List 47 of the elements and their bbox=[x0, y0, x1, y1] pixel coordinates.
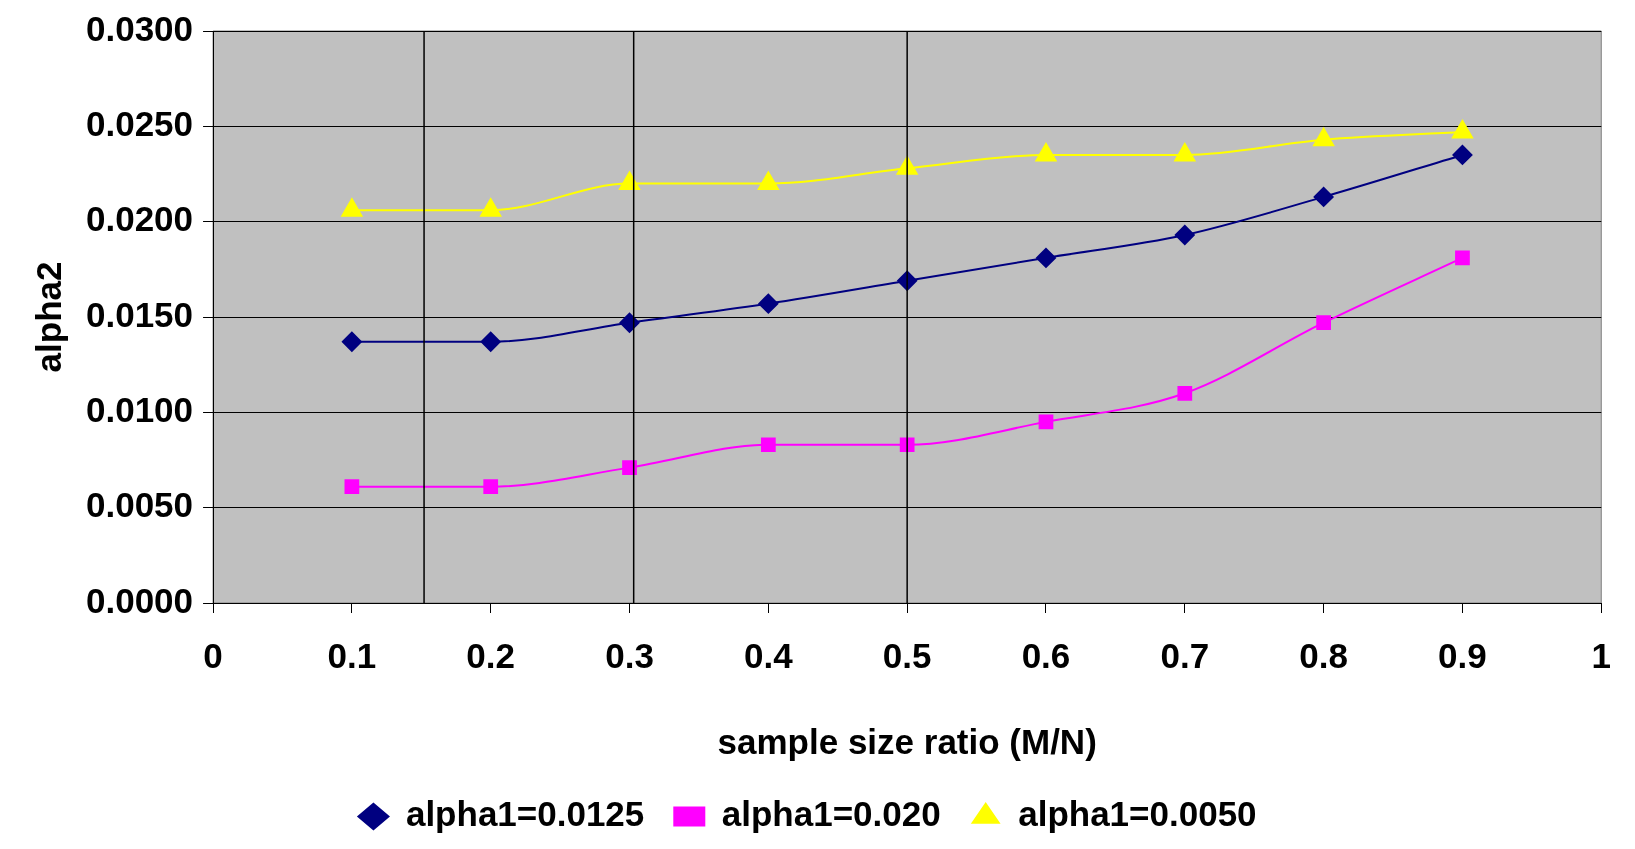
x-tick-label: 0.7 bbox=[1160, 635, 1210, 675]
point bbox=[480, 198, 502, 217]
y-tick-label: 0.0050 bbox=[85, 485, 194, 525]
point bbox=[760, 437, 776, 453]
x-tick-label: 0 bbox=[203, 635, 223, 675]
point bbox=[341, 331, 362, 352]
point bbox=[622, 460, 637, 475]
point bbox=[344, 479, 360, 495]
y-tick-label: 0.0300 bbox=[85, 8, 194, 48]
legend-label: alpha1=0.0125 bbox=[405, 794, 645, 834]
x-tick-label: 0.8 bbox=[1299, 635, 1348, 675]
x-tick-label: 0.9 bbox=[1438, 635, 1487, 675]
point bbox=[1451, 120, 1473, 139]
x-tick-label: 0.4 bbox=[744, 635, 794, 675]
y-tick-label: 0.0000 bbox=[85, 580, 194, 620]
y-axis-title: alpha2 bbox=[28, 261, 68, 373]
point bbox=[1035, 142, 1057, 162]
y-tick-label: 0.0250 bbox=[85, 103, 194, 143]
x-tick-label: 0.5 bbox=[882, 635, 932, 675]
point bbox=[1035, 247, 1056, 268]
x-tick-label: 1 bbox=[1591, 635, 1611, 675]
x-tick-label: 0.1 bbox=[327, 635, 377, 675]
x-tick-label: 0.6 bbox=[1021, 635, 1071, 675]
y-tick-label: 0.0100 bbox=[85, 389, 194, 429]
point bbox=[1174, 225, 1195, 246]
point bbox=[483, 479, 499, 495]
point bbox=[1313, 127, 1335, 147]
y-tick-label: 0.0200 bbox=[85, 199, 194, 239]
point bbox=[618, 171, 641, 191]
point bbox=[1174, 142, 1196, 162]
point bbox=[619, 312, 640, 333]
x-tick-label: 0.2 bbox=[466, 635, 516, 675]
point bbox=[758, 293, 779, 314]
point bbox=[1177, 385, 1193, 401]
x-axis-title: sample size ratio (M/N) bbox=[717, 721, 1097, 761]
point bbox=[1452, 144, 1473, 165]
point bbox=[1316, 315, 1331, 331]
point bbox=[1455, 250, 1470, 266]
point bbox=[757, 171, 779, 191]
x-tick-label: 0.3 bbox=[605, 635, 654, 675]
legend-label: alpha1=0.0050 bbox=[1018, 794, 1257, 834]
legend-label: alpha1=0.020 bbox=[721, 794, 941, 834]
point bbox=[480, 331, 501, 352]
point bbox=[1038, 414, 1054, 430]
y-tick-label: 0.0150 bbox=[85, 294, 194, 334]
point bbox=[341, 198, 363, 217]
point bbox=[1313, 186, 1334, 207]
